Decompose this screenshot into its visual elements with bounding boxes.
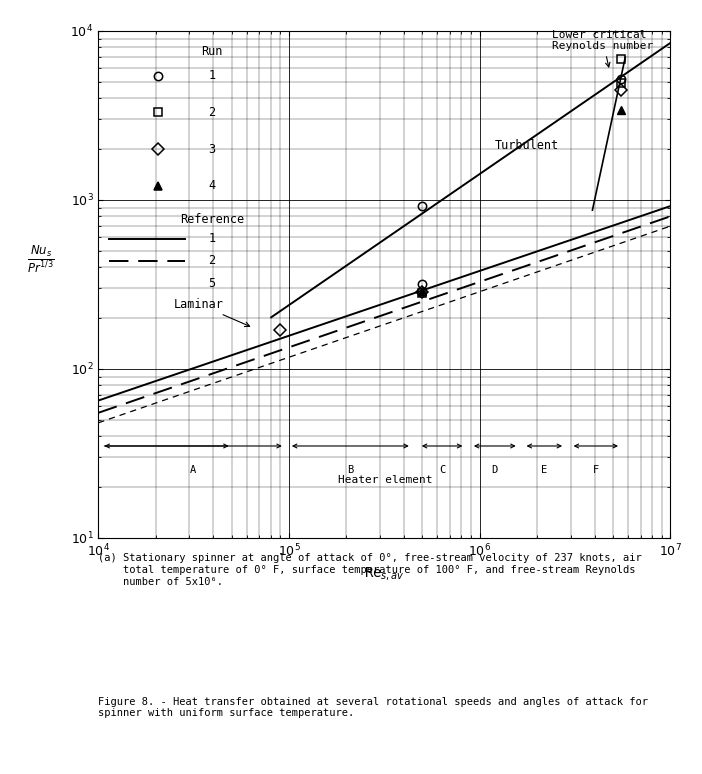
Text: C: C: [439, 465, 445, 475]
Text: E: E: [541, 465, 548, 475]
Text: D: D: [491, 465, 498, 475]
Text: Heater element: Heater element: [338, 475, 432, 485]
X-axis label: Re$_{s,av}$: Re$_{s,av}$: [364, 565, 405, 582]
Text: Lower critical
Reynolds number: Lower critical Reynolds number: [552, 29, 654, 67]
Text: Figure 8. - Heat transfer obtained at several rotational speeds and angles of at: Figure 8. - Heat transfer obtained at se…: [98, 697, 648, 718]
Text: Laminar: Laminar: [174, 298, 250, 327]
Text: $\frac{Nu_s}{Pr^{1/3}}$: $\frac{Nu_s}{Pr^{1/3}}$: [27, 243, 55, 275]
Text: Turbulent: Turbulent: [495, 139, 559, 152]
Text: F: F: [592, 465, 599, 475]
Text: (a) Stationary spinner at angle of attack of 0°, free-stream velocity of 237 kno: (a) Stationary spinner at angle of attac…: [98, 553, 642, 587]
Text: A: A: [190, 465, 197, 475]
Text: B: B: [347, 465, 354, 475]
